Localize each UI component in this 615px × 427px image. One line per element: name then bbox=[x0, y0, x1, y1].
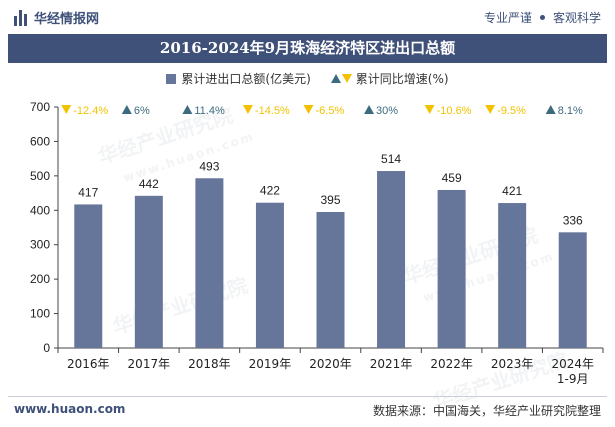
y-tick-label: 300 bbox=[30, 238, 50, 252]
bar-value-label: 493 bbox=[199, 159, 219, 173]
y-tick-label: 500 bbox=[30, 169, 50, 183]
y-tick-label: 0 bbox=[43, 341, 50, 355]
y-tick-label: 700 bbox=[30, 100, 50, 114]
slogan-left: 专业严谨 bbox=[483, 11, 532, 25]
y-tick-label: 100 bbox=[30, 307, 50, 321]
x-tick-label: 2023年 bbox=[491, 357, 534, 371]
x-tick-label: 2019年 bbox=[249, 357, 292, 371]
x-tick-label: 2024年 bbox=[551, 357, 594, 371]
growth-label: -14.5% bbox=[255, 105, 290, 117]
chart-legend: 累计进出口总额(亿美元) 累计同比增速(%) bbox=[0, 70, 615, 87]
bar-value-label: 459 bbox=[442, 171, 462, 185]
bar bbox=[74, 204, 103, 348]
growth-label: -9.5% bbox=[497, 105, 526, 117]
bar-value-label: 422 bbox=[260, 184, 280, 198]
growth-label: -12.4% bbox=[73, 105, 108, 117]
chart-title: 2016-2024年9月珠海经济特区进出口总额 bbox=[159, 39, 456, 57]
bar bbox=[195, 178, 224, 348]
growth-label: 8.1% bbox=[558, 105, 583, 117]
x-tick-label: 2016年 bbox=[67, 357, 110, 371]
bar-value-label: 421 bbox=[502, 184, 522, 198]
top-bar: 华经情报网 专业严谨 客观科学 bbox=[0, 0, 615, 34]
bar-value-label: 514 bbox=[381, 152, 401, 166]
slogan: 专业严谨 客观科学 bbox=[484, 9, 601, 26]
legend-growth-triangles-icon bbox=[330, 74, 352, 83]
bar-value-label: 417 bbox=[78, 185, 98, 199]
footer-website[interactable]: www.huaon.com bbox=[14, 402, 126, 416]
growth-label: 6% bbox=[134, 105, 150, 117]
bar-value-label: 336 bbox=[563, 213, 583, 227]
growth-down-triangle-icon bbox=[303, 105, 314, 114]
title-bar: 2016-2024年9月珠海经济特区进出口总额 bbox=[8, 34, 607, 63]
growth-up-triangle-icon bbox=[182, 105, 193, 114]
brand[interactable]: 华经情报网 bbox=[14, 8, 99, 27]
growth-down-triangle-icon bbox=[424, 105, 435, 114]
bar bbox=[558, 232, 587, 348]
growth-down-triangle-icon bbox=[61, 105, 72, 114]
slogan-right: 客观科学 bbox=[552, 11, 601, 25]
legend-item-bars[interactable]: 累计进出口总额(亿美元) bbox=[166, 70, 311, 87]
slogan-separator-icon bbox=[539, 15, 545, 20]
y-tick-label: 600 bbox=[30, 134, 50, 148]
bar bbox=[134, 195, 163, 348]
bar bbox=[437, 189, 466, 348]
y-tick-label: 400 bbox=[30, 203, 50, 217]
legend-item-growth[interactable]: 累计同比增速(%) bbox=[330, 70, 449, 87]
bar bbox=[255, 202, 284, 348]
y-tick-label: 200 bbox=[30, 272, 50, 286]
growth-down-triangle-icon bbox=[485, 105, 496, 114]
legend-down-triangle-icon bbox=[341, 74, 352, 83]
x-tick-label: 2021年 bbox=[370, 357, 413, 371]
bar bbox=[377, 171, 406, 348]
brand-logo-icon bbox=[14, 9, 28, 26]
growth-label: -10.6% bbox=[437, 105, 472, 117]
x-tick-label: 2018年 bbox=[188, 357, 231, 371]
growth-label: -6.5% bbox=[316, 105, 345, 117]
legend-bar-label: 累计进出口总额(亿美元) bbox=[181, 72, 311, 86]
bar bbox=[316, 212, 345, 348]
legend-growth-label: 累计同比增速(%) bbox=[355, 72, 449, 86]
growth-label: 30% bbox=[376, 105, 398, 117]
growth-down-triangle-icon bbox=[242, 105, 253, 114]
x-tick-label: 2017年 bbox=[128, 357, 171, 371]
footer-divider bbox=[8, 396, 607, 397]
growth-up-triangle-icon bbox=[121, 105, 132, 114]
legend-bar-swatch-icon bbox=[166, 73, 177, 84]
footer-source: 数据来源：中国海关，华经产业研究院整理 bbox=[372, 404, 601, 418]
bar-value-label: 395 bbox=[320, 193, 340, 207]
bar bbox=[498, 203, 527, 348]
growth-up-triangle-icon bbox=[545, 105, 556, 114]
legend-up-triangle-icon bbox=[330, 74, 341, 83]
growth-label: 11.4% bbox=[194, 105, 225, 117]
bar-value-label: 442 bbox=[139, 177, 159, 191]
brand-name: 华经情报网 bbox=[34, 12, 100, 27]
x-tick-label: 1-9月 bbox=[557, 372, 589, 386]
growth-up-triangle-icon bbox=[364, 105, 375, 114]
x-tick-label: 2022年 bbox=[430, 357, 473, 371]
x-tick-label: 2020年 bbox=[309, 357, 352, 371]
